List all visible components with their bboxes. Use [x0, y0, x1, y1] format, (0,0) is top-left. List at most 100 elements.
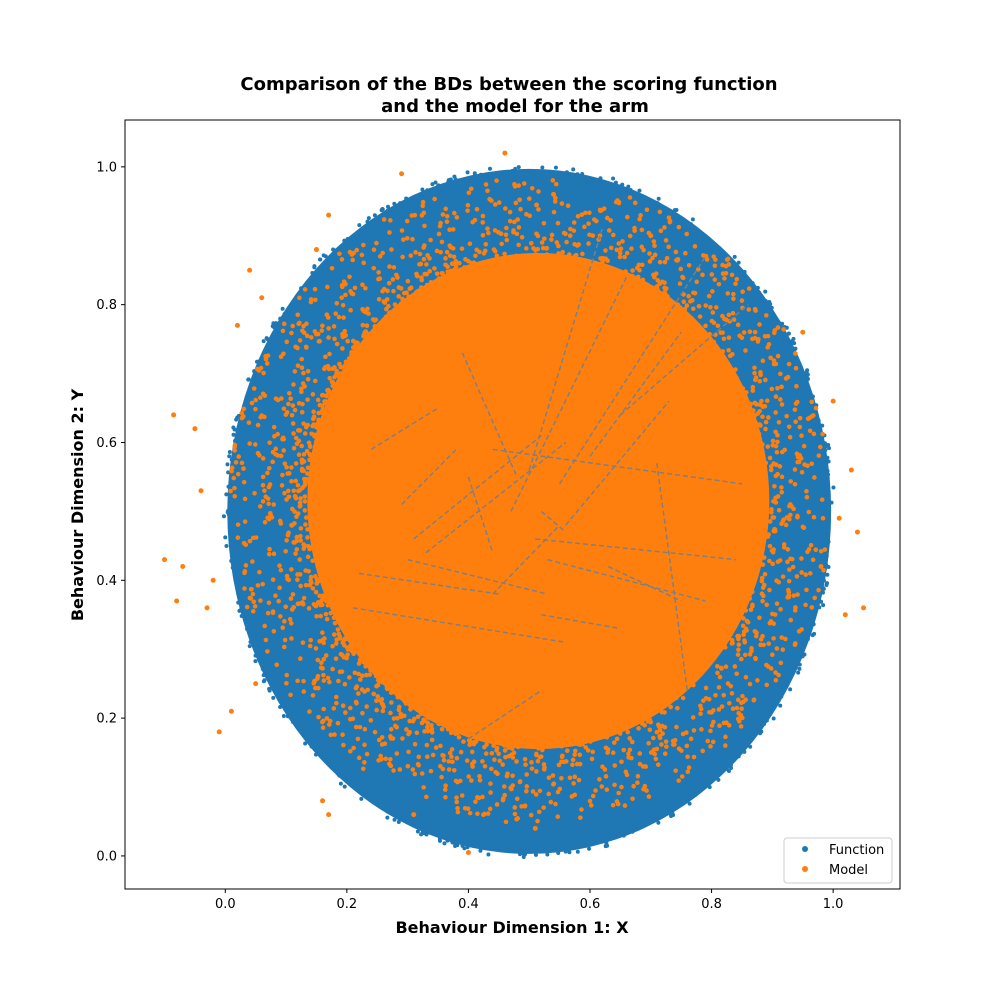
model-point — [332, 732, 337, 737]
function-point — [309, 278, 314, 283]
model-point — [745, 597, 750, 602]
function-point — [442, 189, 447, 194]
function-point — [457, 838, 462, 843]
model-point — [301, 546, 307, 551]
model-point — [749, 433, 755, 438]
function-point — [760, 715, 765, 720]
model-point — [537, 809, 542, 815]
model-point — [448, 268, 454, 274]
model-point — [752, 519, 758, 524]
model-point — [733, 367, 738, 372]
model-point — [444, 214, 450, 219]
model-point — [760, 598, 765, 604]
function-point — [288, 307, 293, 312]
model-point — [389, 247, 394, 252]
function-point — [278, 704, 283, 709]
function-point — [279, 332, 284, 337]
model-point — [765, 345, 770, 350]
model-point — [252, 442, 258, 447]
function-point — [755, 285, 760, 290]
plot-area — [162, 150, 867, 859]
model-point — [762, 571, 768, 577]
function-point — [698, 240, 703, 245]
function-point — [809, 610, 814, 615]
model-point — [262, 488, 267, 493]
model-point — [723, 664, 729, 670]
model-point — [367, 672, 373, 677]
model-point — [757, 615, 762, 621]
model-point — [680, 675, 686, 681]
model-point — [630, 268, 635, 273]
model-outlier-point — [204, 605, 210, 611]
model-point — [380, 250, 385, 256]
model-point — [673, 249, 679, 255]
model-point — [469, 260, 474, 266]
model-point — [310, 558, 315, 564]
model-point — [317, 593, 322, 599]
model-point — [462, 805, 468, 811]
model-point — [667, 219, 673, 225]
model-point — [260, 482, 266, 488]
model-point — [381, 286, 387, 292]
model-point — [332, 336, 337, 342]
model-point — [746, 286, 752, 291]
function-point — [404, 196, 409, 201]
function-point — [661, 810, 666, 815]
model-point — [388, 218, 393, 223]
model-point — [753, 656, 758, 662]
function-point — [608, 833, 613, 838]
model-point — [320, 725, 326, 730]
model-point — [297, 295, 302, 301]
model-point — [738, 712, 744, 718]
function-point — [732, 254, 737, 259]
function-point — [563, 849, 568, 854]
function-point — [385, 807, 390, 812]
model-point — [325, 315, 331, 320]
model-point — [741, 629, 747, 635]
model-point — [372, 324, 378, 329]
function-point — [415, 829, 420, 834]
function-point — [422, 195, 427, 200]
function-point — [711, 771, 716, 776]
model-point — [719, 355, 724, 361]
model-point — [803, 602, 808, 608]
model-point — [347, 645, 353, 651]
model-point — [320, 392, 326, 398]
model-point — [506, 745, 511, 750]
model-point — [754, 442, 760, 447]
function-point — [823, 448, 828, 453]
function-point — [805, 377, 810, 382]
model-point — [289, 465, 294, 470]
model-point — [376, 758, 381, 763]
function-point — [280, 702, 285, 707]
model-point — [317, 402, 323, 408]
model-point — [570, 736, 575, 741]
model-core — [307, 252, 770, 750]
model-point — [731, 622, 736, 628]
function-point — [361, 231, 366, 236]
model-point — [741, 330, 747, 335]
model-point — [278, 453, 284, 459]
model-point — [723, 618, 729, 624]
model-point — [799, 469, 805, 475]
model-point — [395, 275, 400, 280]
model-point — [797, 424, 803, 430]
model-point — [418, 261, 424, 267]
model-point — [356, 691, 361, 696]
model-point — [341, 315, 346, 320]
function-point — [736, 260, 741, 265]
model-outlier-point — [320, 798, 326, 804]
function-point — [236, 576, 241, 581]
function-point — [769, 305, 774, 310]
model-point — [600, 764, 605, 769]
model-point — [312, 602, 318, 608]
model-point — [265, 353, 271, 358]
model-point — [327, 718, 333, 724]
function-point — [327, 259, 332, 264]
function-point — [695, 790, 700, 795]
function-point — [611, 831, 616, 836]
model-point — [742, 639, 748, 645]
model-point — [328, 610, 334, 616]
model-point — [665, 701, 671, 707]
function-point — [694, 234, 699, 239]
